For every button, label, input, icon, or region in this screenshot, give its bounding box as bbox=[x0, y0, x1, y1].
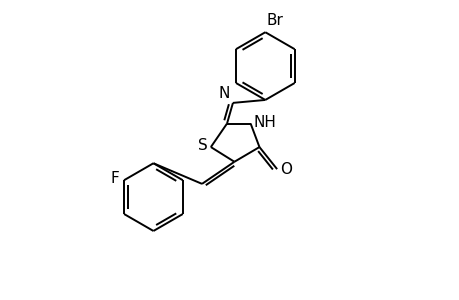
Text: O: O bbox=[280, 162, 291, 177]
Text: N: N bbox=[218, 85, 230, 100]
Text: Br: Br bbox=[266, 13, 283, 28]
Text: F: F bbox=[111, 171, 119, 186]
Text: S: S bbox=[197, 138, 207, 153]
Text: NH: NH bbox=[253, 115, 276, 130]
